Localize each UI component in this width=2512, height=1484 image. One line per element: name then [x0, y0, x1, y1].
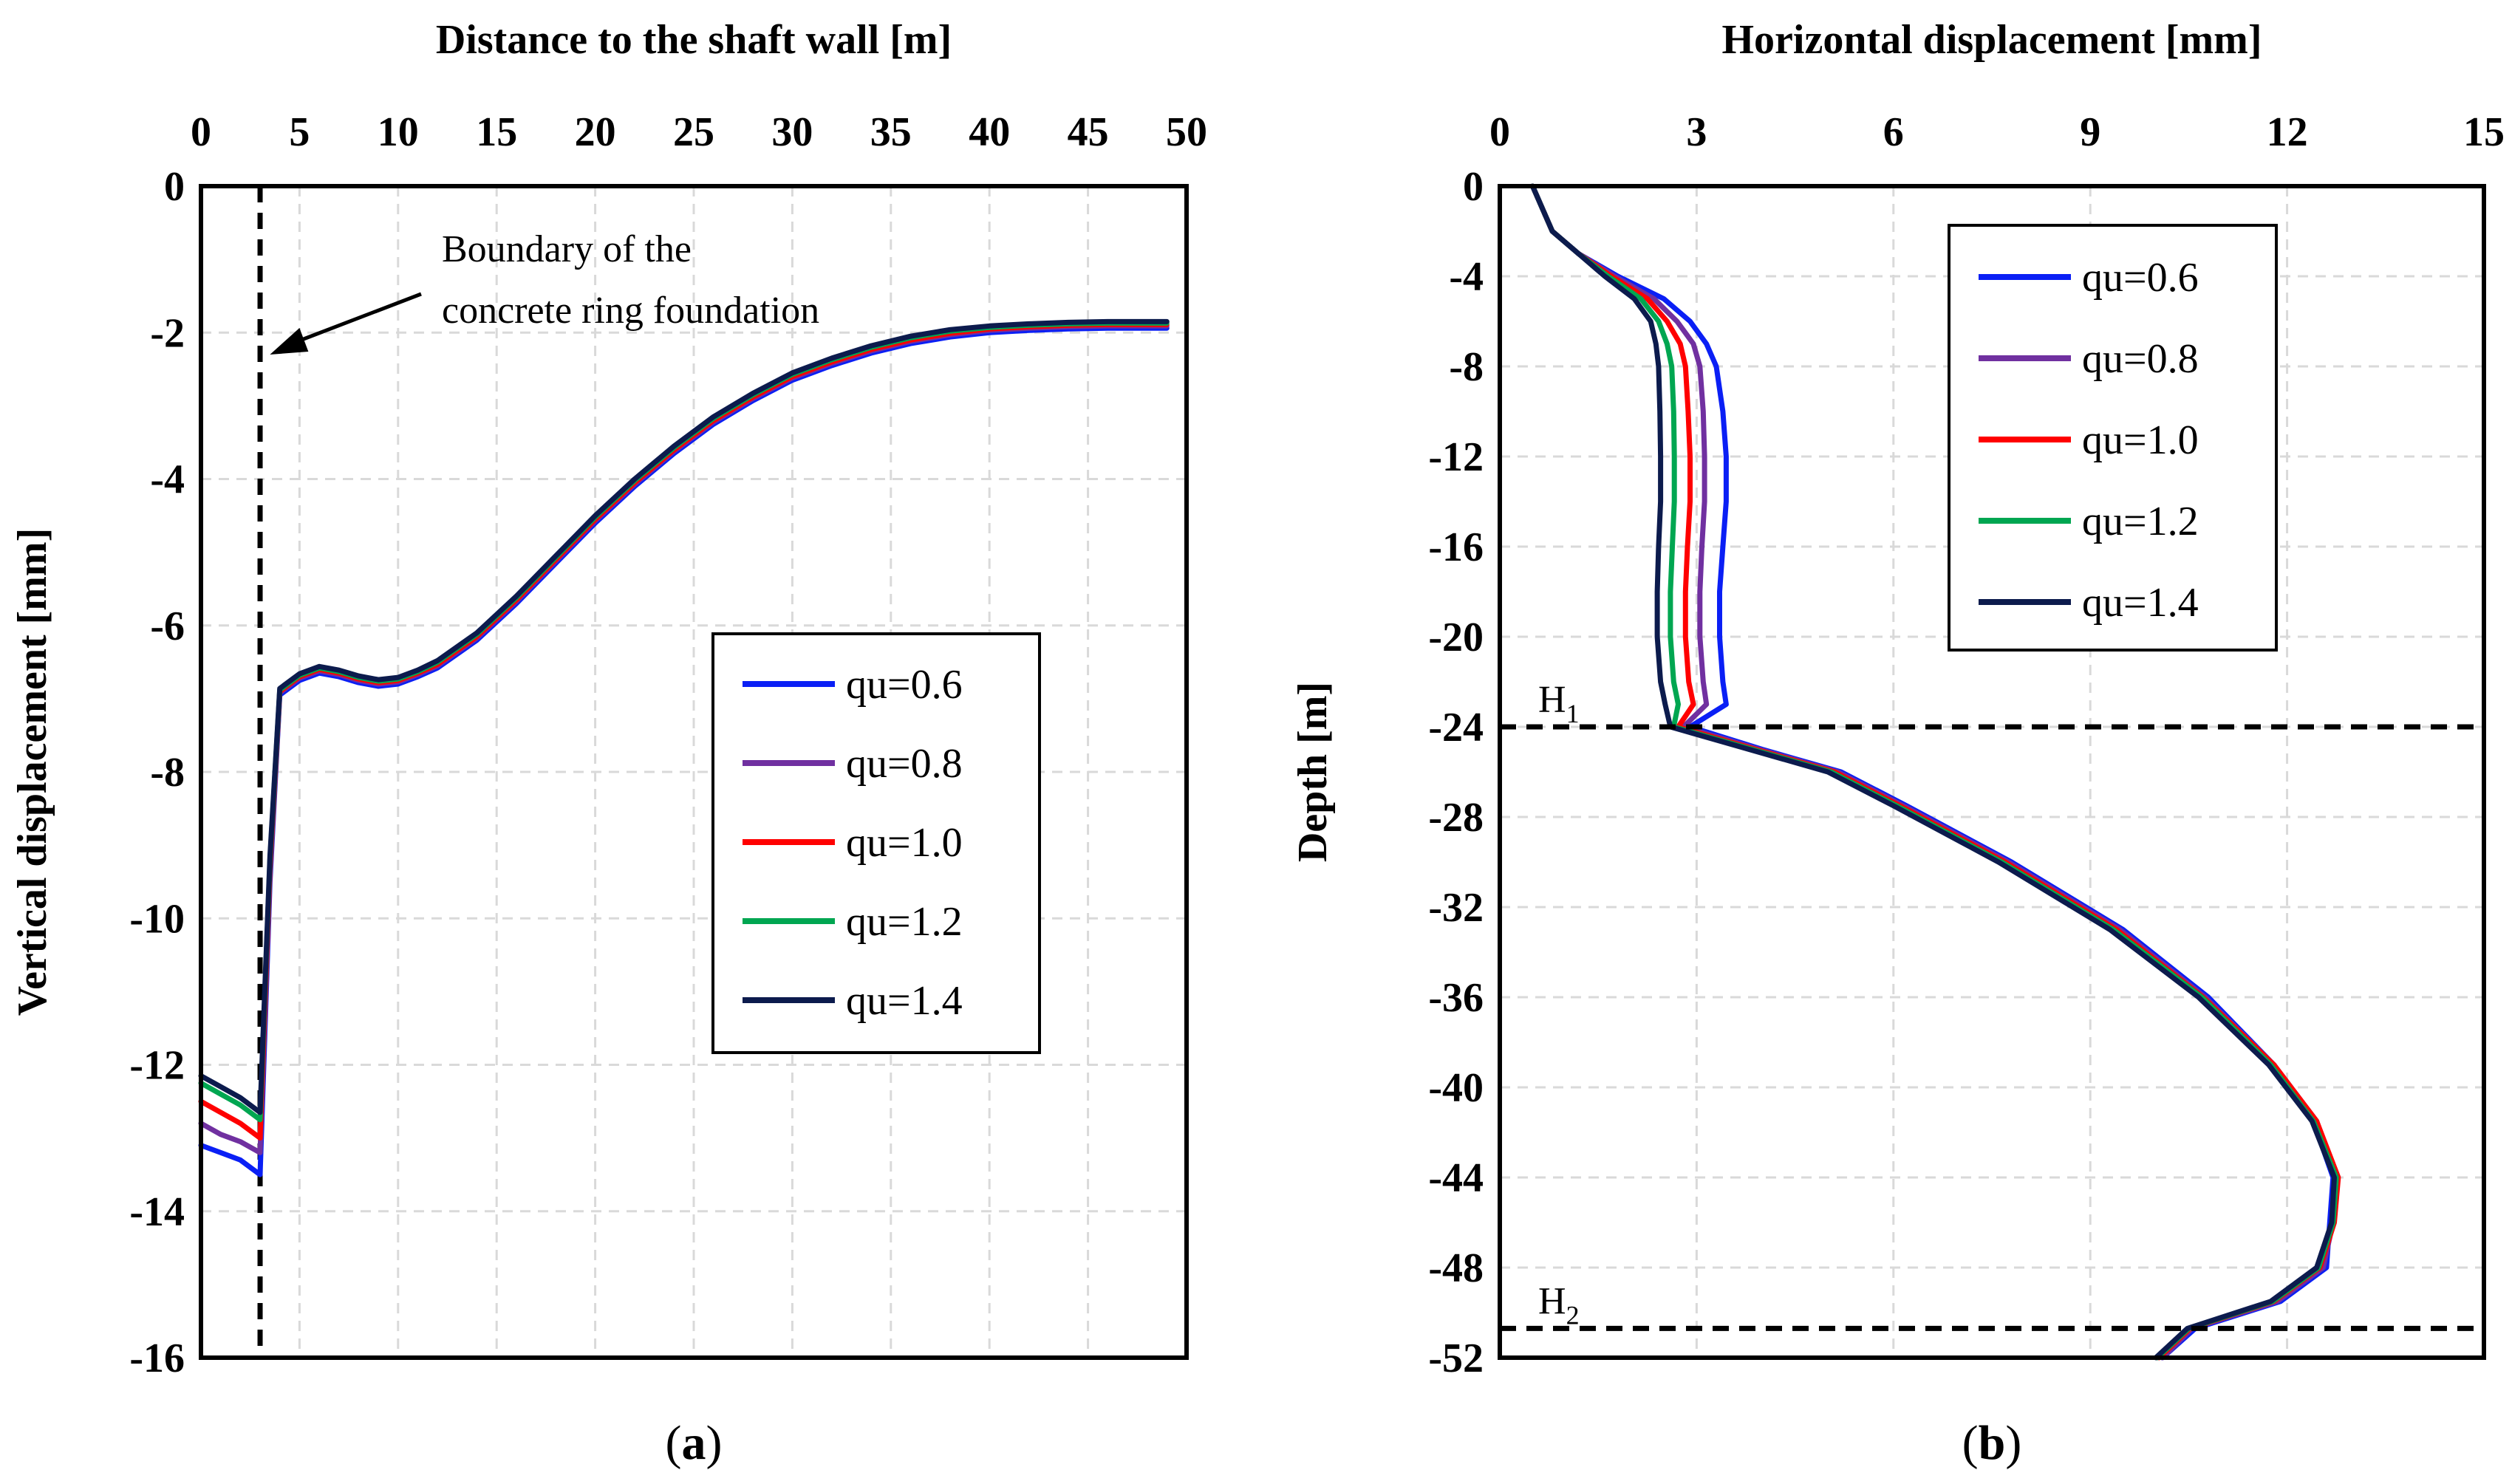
annotation-line-1: Boundary of the: [442, 228, 692, 270]
panel-a-series: [198, 318, 1170, 1177]
y-tick-label: -12: [129, 1043, 185, 1089]
y-tick-label: -14: [129, 1189, 185, 1235]
panel-a-y-axis-title: Vertical displacement [mm]: [10, 528, 55, 1016]
panel-b-series: [1529, 183, 2341, 1361]
panel-b-tick-labels: 0 3 6 9 12 150-4-8-12-16-20-24-28-32-36-40-44…: [1428, 109, 2505, 1381]
x-tick-label: 50: [1166, 109, 1207, 155]
legend-label: qu=0.6: [846, 662, 963, 708]
panel-b-label: (b): [1962, 1416, 2022, 1470]
x-tick-label: 0: [1489, 109, 1510, 155]
x-tick-label: 3: [1686, 109, 1707, 155]
y-tick-label: -8: [150, 750, 185, 796]
reference-line-label: H1: [1538, 679, 1580, 728]
y-tick-label: -8: [1449, 344, 1484, 390]
panel-a-tick-labels: 0 5 10 15 20 25 30 35 40 45 50 0 -2 -4 -6 -8 -10 -12 -14 -1…: [129, 109, 1207, 1381]
y-tick-label: -10: [129, 896, 185, 942]
panel-a-legend: qu=0.6 qu=0.8 qu=1.0 qu=1.2 qu=1.4: [711, 632, 1041, 1054]
x-tick-label: 10: [378, 109, 419, 155]
y-tick-label: -4: [150, 457, 185, 503]
panel-a-annotation: Boundary of the concrete ring foundation: [270, 228, 819, 355]
x-tick-label: 0: [191, 109, 211, 155]
reference-label-sub: 1: [1566, 699, 1580, 728]
x-tick-label: 15: [476, 109, 517, 155]
y-tick-label: -48: [1428, 1245, 1484, 1291]
annotation-line-2: concrete ring foundation: [442, 290, 819, 332]
panel-b-y-axis-title: Depth [m]: [1290, 682, 1336, 862]
y-tick-label: -20: [1428, 615, 1484, 660]
series-line-qu-1-4: [198, 318, 1170, 1115]
panel-a-chart: 0 5 10 15 20 25 30 35 40 45 50 0 -2 -4 -6 -8 -10 -12 -14 -1…: [10, 17, 1207, 1470]
annotation-arrowhead: [270, 327, 309, 355]
reference-line-label: H2: [1538, 1280, 1580, 1330]
legend-label: qu=0.6: [2082, 255, 2199, 301]
y-tick-label: -6: [150, 603, 185, 649]
y-tick-label: -28: [1428, 795, 1484, 841]
y-tick-label: -32: [1428, 885, 1484, 931]
legend-label: qu=1.2: [846, 899, 963, 945]
panel-a-label: (a): [666, 1416, 723, 1470]
series-line-qu-1-4: [1529, 183, 2337, 1361]
panel-b-legend: qu=0.6 qu=0.8 qu=1.0 qu=1.2 qu=1.4: [1948, 224, 2278, 652]
y-tick-label: -4: [1449, 254, 1484, 300]
panel-b-plot-frame: [1498, 184, 2486, 1360]
x-tick-label: 45: [1068, 109, 1109, 155]
legend-label: qu=1.0: [846, 820, 963, 866]
y-tick-label: 0: [164, 164, 185, 210]
y-tick-label: -36: [1428, 975, 1484, 1021]
x-tick-label: 5: [289, 109, 310, 155]
y-tick-label: -12: [1428, 434, 1484, 480]
y-tick-label: 0: [1463, 164, 1484, 210]
legend-label: qu=0.8: [2082, 336, 2199, 382]
y-tick-label: -44: [1428, 1155, 1484, 1201]
y-tick-label: -16: [1428, 524, 1484, 570]
y-tick-label: -16: [129, 1336, 185, 1381]
x-tick-label: 40: [969, 109, 1010, 155]
y-tick-label: -52: [1428, 1336, 1484, 1381]
legend-label: qu=1.4: [846, 978, 963, 1024]
reference-label-main: H: [1538, 679, 1566, 721]
annotation-arrow: [285, 292, 422, 348]
x-tick-label: 12: [2267, 109, 2308, 155]
legend-label: qu=1.2: [2082, 499, 2199, 544]
legend-label: qu=1.0: [2082, 417, 2199, 463]
y-tick-label: -40: [1428, 1065, 1484, 1111]
panel-b-x-axis-title: Horizontal displacement [mm]: [1722, 17, 2262, 63]
y-tick-label: -24: [1428, 705, 1484, 750]
panel-a-x-axis-title: Distance to the shaft wall [m]: [436, 17, 952, 63]
legend-label: qu=0.8: [846, 741, 963, 787]
y-tick-label: -2: [150, 310, 185, 356]
reference-label-main: H: [1538, 1280, 1566, 1322]
legend-label: qu=1.4: [2082, 580, 2199, 626]
panel-a-plot-frame: [199, 184, 1189, 1360]
reference-label-sub: 2: [1566, 1300, 1580, 1330]
x-tick-label: 6: [1883, 109, 1904, 155]
x-tick-label: 9: [2080, 109, 2100, 155]
x-tick-label: 35: [870, 109, 912, 155]
x-tick-label: 25: [673, 109, 714, 155]
x-tick-label: 30: [771, 109, 813, 155]
x-tick-label: 20: [575, 109, 616, 155]
x-tick-label: 15: [2463, 109, 2505, 155]
